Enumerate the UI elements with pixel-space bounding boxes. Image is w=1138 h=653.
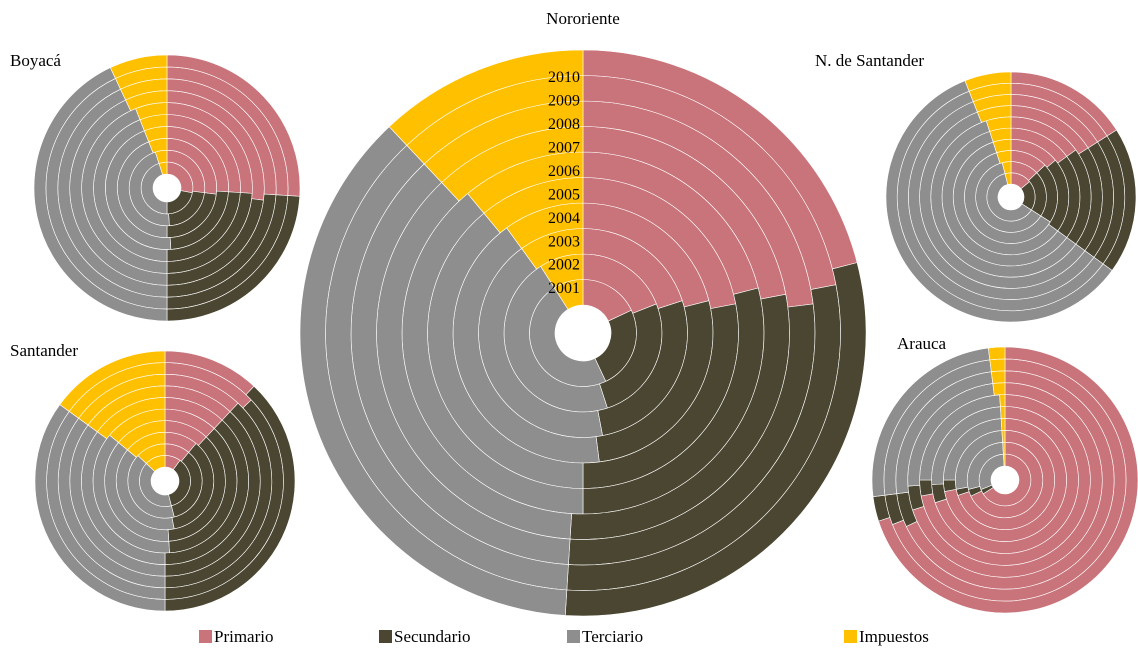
ring-year-label: 2008: [548, 116, 580, 133]
legend-label: Primario: [214, 627, 274, 646]
ring-segment: [999, 394, 1006, 407]
legend-swatch: [379, 630, 392, 643]
ring-year-label: 2006: [548, 163, 580, 180]
legend-label: Secundario: [394, 627, 470, 646]
ring-segment: [919, 479, 934, 497]
ring-year-label: 2001: [548, 280, 580, 297]
legend-swatch: [567, 630, 580, 643]
ring-segment: [1000, 418, 1006, 431]
ring-segment: [964, 71, 1012, 92]
legend-swatch: [844, 630, 857, 643]
chart-title: Nororiente: [546, 9, 620, 28]
ring-segment: [388, 49, 584, 146]
ring-year-label: 2007: [548, 139, 580, 156]
ring-year-label: 2004: [548, 210, 580, 227]
ring-year-label: 2009: [548, 93, 580, 110]
ring-segment: [1000, 406, 1006, 419]
ring-year-label: 2002: [548, 257, 580, 274]
chart-title: Arauca: [897, 334, 947, 353]
legend-label: Impuestos: [859, 627, 929, 646]
ring-segment: [59, 350, 166, 412]
ring-segment: [109, 54, 168, 79]
ring-segment: [1002, 441, 1006, 455]
legend-swatch: [199, 630, 212, 643]
ring-year-label: 2010: [548, 69, 580, 86]
ring-segment: [943, 479, 957, 492]
ring-year-label: 2003: [548, 233, 580, 250]
legend-label: Terciario: [582, 627, 643, 646]
chart-title: Boyacá: [10, 51, 61, 70]
ring-year-label: 2005: [548, 186, 580, 203]
chart-title: N. de Santander: [815, 51, 924, 70]
ring-segment: [1001, 429, 1006, 443]
ring-segment: [990, 370, 1006, 384]
ring-segment: [989, 358, 1006, 372]
ring-segment: [987, 346, 1006, 361]
ring-segment: [992, 382, 1006, 396]
chart-title: Santander: [10, 341, 78, 360]
